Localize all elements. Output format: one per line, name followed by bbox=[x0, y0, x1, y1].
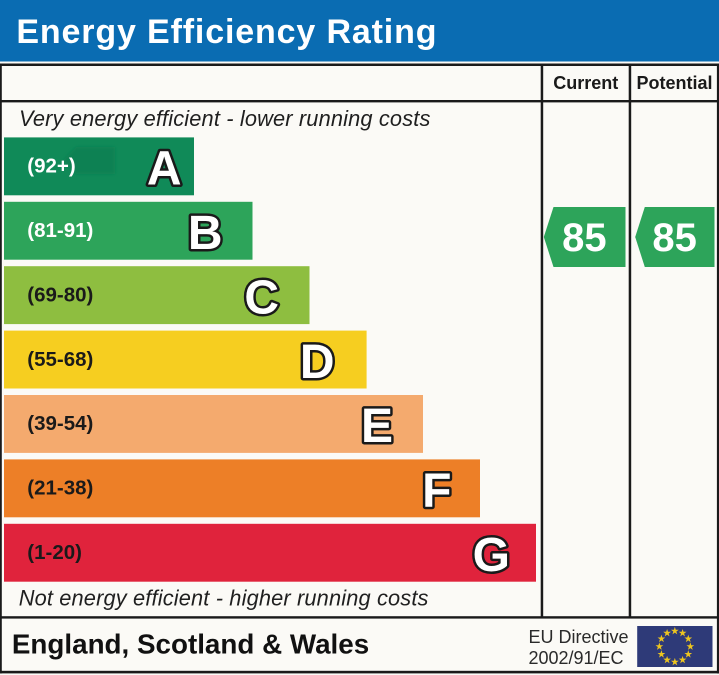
svg-text:G: G bbox=[473, 529, 510, 582]
svg-text:Very energy efficient - lower: Very energy efficient - lower running co… bbox=[19, 106, 431, 131]
svg-text:(81-91): (81-91) bbox=[27, 219, 93, 242]
svg-text:(1-20): (1-20) bbox=[27, 541, 82, 564]
svg-text:EU Directive: EU Directive bbox=[528, 627, 628, 647]
svg-text:Potential: Potential bbox=[636, 73, 712, 93]
svg-text:F: F bbox=[422, 465, 451, 518]
svg-text:D: D bbox=[300, 336, 335, 389]
svg-text:(55-68): (55-68) bbox=[27, 348, 93, 371]
svg-text:Not energy efficient - higher: Not energy efficient - higher running co… bbox=[19, 586, 429, 611]
svg-text:2002/91/EC: 2002/91/EC bbox=[528, 648, 623, 668]
svg-text:(92+): (92+) bbox=[27, 155, 75, 178]
svg-text:(39-54): (39-54) bbox=[27, 412, 93, 435]
svg-text:(69-80): (69-80) bbox=[27, 283, 93, 306]
svg-text:A: A bbox=[147, 143, 182, 196]
svg-text:B: B bbox=[188, 207, 223, 260]
svg-text:85: 85 bbox=[562, 216, 607, 260]
svg-text:85: 85 bbox=[652, 216, 697, 260]
svg-text:C: C bbox=[244, 271, 279, 324]
svg-text:(21-38): (21-38) bbox=[27, 477, 93, 500]
svg-text:Current: Current bbox=[553, 73, 618, 93]
svg-text:Energy Efficiency Rating: Energy Efficiency Rating bbox=[16, 13, 437, 51]
svg-text:England, Scotland & Wales: England, Scotland & Wales bbox=[12, 628, 369, 659]
svg-text:E: E bbox=[361, 400, 393, 453]
